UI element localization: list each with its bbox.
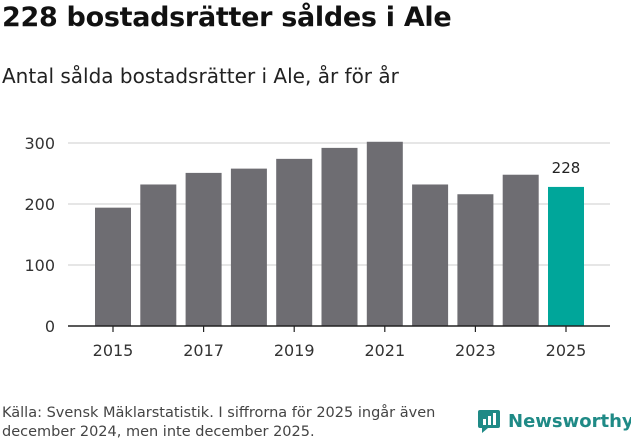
bar-2023	[457, 194, 494, 326]
y-tick-label: 100	[24, 256, 55, 275]
bar-2018	[230, 168, 267, 326]
brand-name: Newsworthy	[508, 410, 631, 432]
bar-2022	[412, 184, 449, 326]
x-tick-label: 2021	[364, 341, 405, 360]
data-label-2025: 228	[552, 159, 581, 177]
bar-2021	[366, 141, 403, 326]
x-tick-label: 2019	[274, 341, 315, 360]
bar-2019	[276, 158, 313, 326]
bar-2024	[502, 174, 539, 326]
y-tick-label: 0	[45, 317, 55, 336]
bar-2017	[185, 172, 222, 326]
y-tick-label: 200	[24, 195, 55, 214]
chart-title: 228 bostadsrätter såldes i Ale	[2, 2, 452, 33]
x-tick-label: 2025	[546, 341, 587, 360]
bar-2020	[321, 147, 358, 326]
source-note: Källa: Svensk Mäklarstatistik. I siffror…	[2, 405, 436, 440]
x-tick-label: 2015	[93, 341, 134, 360]
x-tick-label: 2017	[183, 341, 224, 360]
bar-chart: 0 100 200 300 2015 2017 2019 2021 2023 2025 228	[24, 134, 610, 360]
x-tick-label: 2023	[455, 341, 496, 360]
newsworthy-logo: Newsworthy	[476, 408, 631, 434]
bar-2016	[140, 184, 177, 326]
bar-2025	[548, 186, 584, 326]
chart-subtitle: Antal sålda bostadsrätter i Ale, år för …	[2, 64, 399, 88]
y-tick-label: 300	[24, 134, 55, 153]
newsworthy-icon	[478, 410, 500, 433]
bar-2015	[95, 207, 131, 326]
